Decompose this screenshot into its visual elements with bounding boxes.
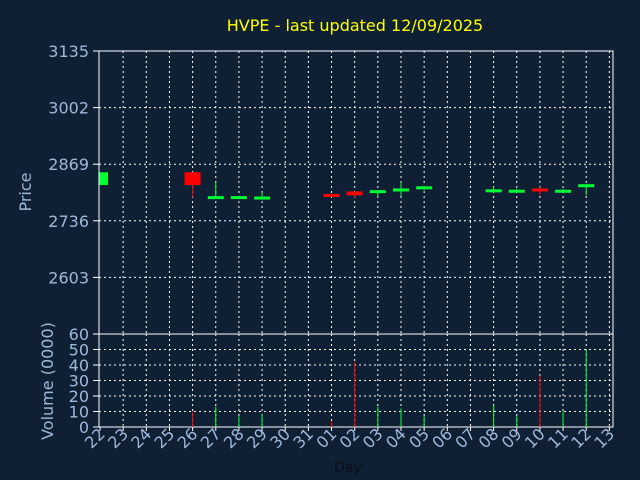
price-panel: 3135 3002 2869 2736 2603 Price — [16, 42, 614, 335]
candle-26 — [184, 172, 201, 198]
candle-body — [323, 193, 340, 197]
x-axis-title: Day — [334, 460, 362, 476]
price-axis-label: Price — [16, 172, 35, 211]
candles — [99, 172, 595, 200]
candle-body — [254, 196, 271, 200]
candle-body — [416, 186, 433, 190]
candle-22 — [99, 172, 108, 186]
candle-11 — [555, 188, 572, 193]
volume-tick-label: 40 — [69, 356, 89, 375]
volume-bars — [192, 349, 587, 427]
candle-12 — [578, 184, 595, 196]
volume-tick-label: 20 — [69, 387, 89, 406]
price-tick-label: 2736 — [48, 212, 89, 231]
volume-tick-label: 30 — [69, 372, 89, 391]
candle-body — [392, 188, 409, 192]
volume-tick-label: 60 — [69, 325, 89, 344]
volume-axis-label: Volume (0000) — [38, 322, 57, 440]
volume-grid — [99, 334, 613, 427]
candle-body — [485, 189, 502, 193]
x-axis-label: Day — [334, 460, 362, 476]
candle-05 — [416, 185, 433, 191]
volume-tick-label: 0 — [79, 418, 89, 437]
candle-body — [207, 196, 224, 200]
candle-body — [531, 188, 548, 192]
candle-08 — [485, 186, 502, 193]
candle-10 — [531, 187, 548, 196]
chart-title: HVPE - last updated 12/09/2025 — [227, 16, 483, 35]
candle-28 — [230, 196, 247, 200]
candle-27 — [207, 182, 224, 200]
candle-01 — [323, 193, 340, 197]
candle-body — [184, 172, 201, 186]
candle-body — [508, 189, 525, 193]
price-y-ticks: 3135 3002 2869 2736 2603 — [48, 42, 99, 287]
candle-body — [346, 191, 363, 196]
volume-tick-label: 50 — [69, 341, 89, 360]
price-tick-label: 3135 — [48, 42, 89, 61]
candle-03 — [369, 190, 386, 197]
candle-body — [555, 189, 572, 193]
candle-body — [100, 172, 108, 186]
x-tick-labels: 2223242526272829303101020304050607080910… — [81, 424, 618, 452]
candle-body — [230, 196, 247, 200]
price-tick-label: 3002 — [48, 99, 89, 118]
volume-tick-label: 10 — [69, 403, 89, 422]
price-tick-label: 2603 — [48, 268, 89, 287]
candle-body — [369, 190, 386, 194]
candle-09 — [508, 188, 525, 193]
candle-02 — [346, 191, 363, 198]
candle-29 — [254, 192, 271, 200]
price-tick-label: 2869 — [48, 155, 89, 174]
candle-body — [578, 184, 595, 188]
candle-04 — [392, 182, 409, 196]
